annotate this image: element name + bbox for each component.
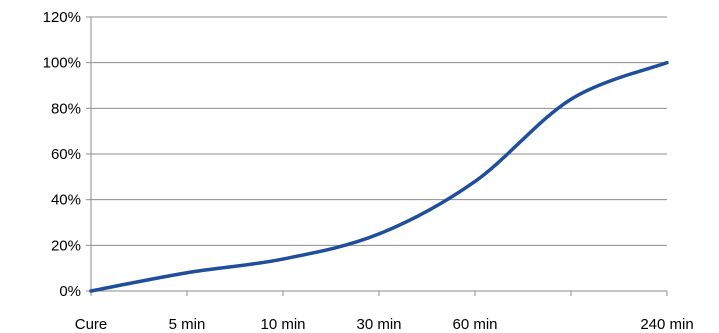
x-tick-label: Cure — [75, 316, 108, 333]
x-tick-label: 240 min — [640, 316, 693, 333]
y-tick-label: 60% — [51, 146, 81, 163]
series-group — [89, 60, 669, 293]
grid-lines — [91, 16, 667, 246]
y-tick-label: 100% — [43, 55, 81, 72]
x-tick-label: 30 min — [356, 316, 401, 333]
x-tick-label: 60 min — [452, 316, 497, 333]
x-tick-label: 10 min — [260, 316, 305, 333]
y-tick-label: 0% — [59, 283, 81, 300]
y-tick-label: 20% — [51, 237, 81, 254]
y-axis-tick-labels: 0% 20% 40% 60% 80% 100% 120% — [43, 9, 81, 300]
x-tick-label: 5 min — [169, 316, 206, 333]
y-tick-label: 120% — [43, 9, 81, 26]
x-axis-tick-labels: Cure 5 min 10 min 30 min 60 min 240 min — [75, 316, 694, 333]
y-tick-label: 80% — [51, 100, 81, 117]
axes — [86, 16, 668, 296]
y-tick-label: 40% — [51, 192, 81, 209]
series-line — [89, 60, 669, 293]
